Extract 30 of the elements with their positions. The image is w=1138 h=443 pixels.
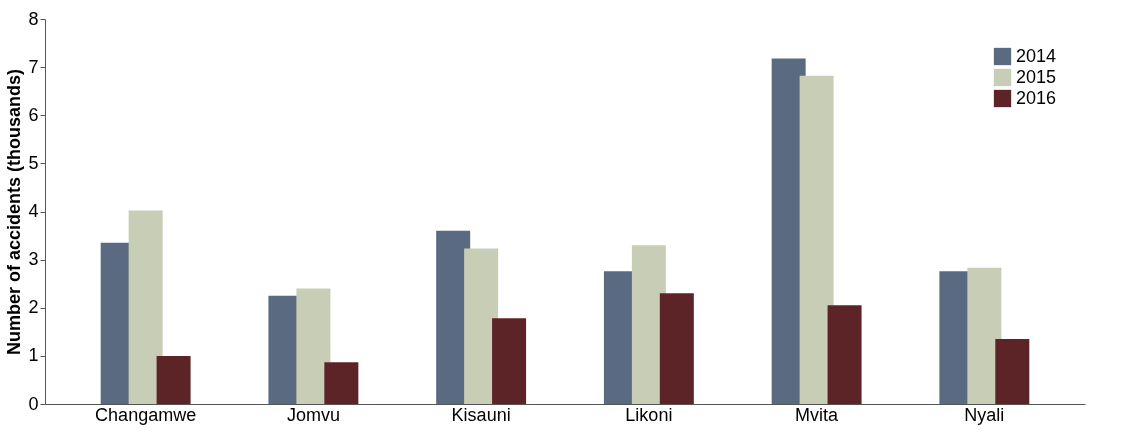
y-tick-label: 7 <box>28 56 39 77</box>
x-tick-label: Changamwe <box>95 404 197 425</box>
x-tick-label: Likoni <box>625 404 673 425</box>
bar <box>659 293 694 404</box>
y-tick-label: 5 <box>28 152 39 173</box>
y-tick-label: 8 <box>28 8 39 29</box>
bar <box>156 355 191 404</box>
legend-label: 2016 <box>1016 87 1057 108</box>
y-tick-label: 6 <box>28 104 39 125</box>
legend-label: 2015 <box>1016 66 1057 87</box>
x-tick-label: Mvita <box>795 404 840 425</box>
y-tick-label: 3 <box>28 249 39 270</box>
legend-label: 2014 <box>1016 45 1057 66</box>
x-tick-label: Nyali <box>964 404 1005 425</box>
bar <box>967 267 1002 404</box>
bar <box>128 210 163 404</box>
bar <box>799 75 834 404</box>
bar <box>492 318 527 404</box>
y-tick-label: 0 <box>28 393 39 414</box>
bar <box>324 362 359 404</box>
x-tick-label: Kisauni <box>451 404 511 425</box>
y-axis-title: Number of accidents (thousands) <box>4 68 25 356</box>
y-tick-label: 2 <box>28 297 39 318</box>
bar <box>296 288 331 404</box>
y-tick-label: 1 <box>28 345 39 366</box>
y-tick-label: 4 <box>28 201 39 221</box>
bar <box>995 339 1030 404</box>
bar <box>827 305 862 404</box>
bar <box>464 248 499 404</box>
x-tick-label: Jomvu <box>286 404 340 425</box>
